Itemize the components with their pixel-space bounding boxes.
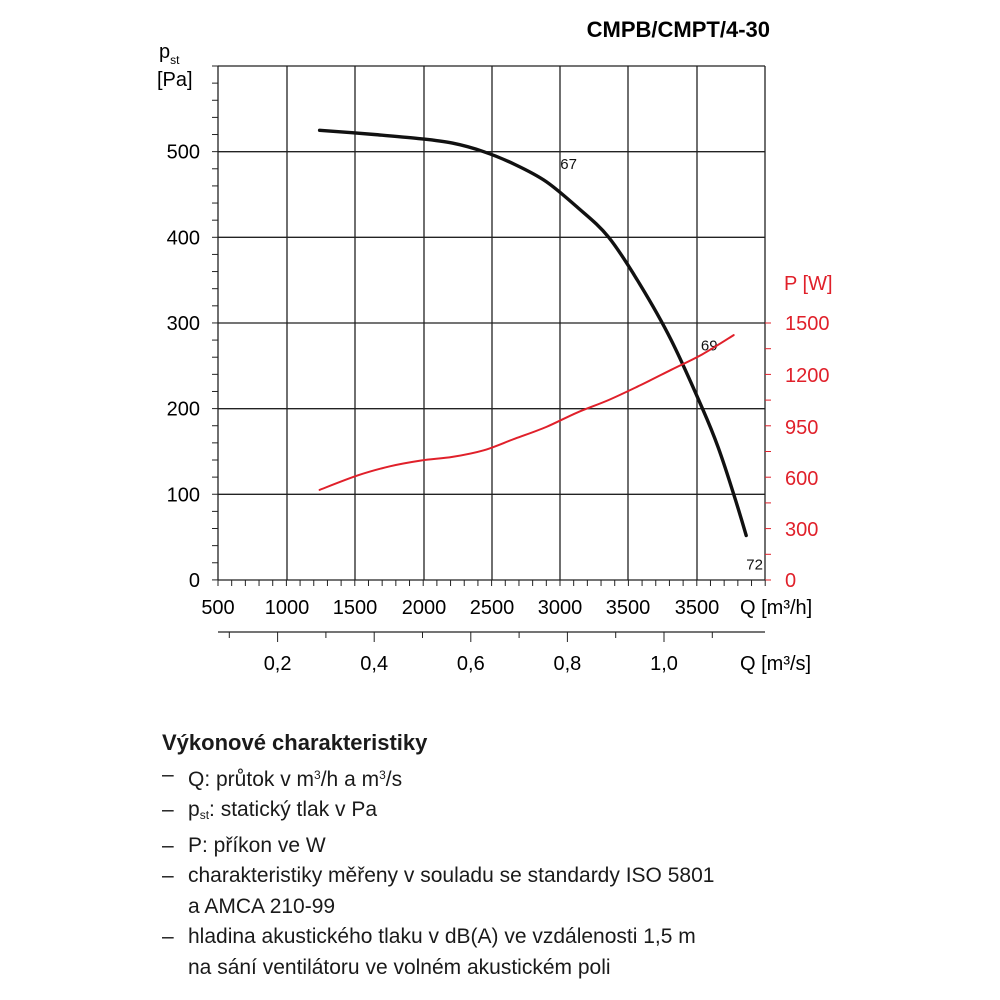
y-left-label-main: p <box>159 41 170 63</box>
series-pst-line <box>317 128 748 538</box>
x-m3s-tick-label: 0,4 <box>360 653 388 675</box>
y-left-tick-label: 100 <box>167 484 200 506</box>
left-axis: 0 100 200 300 400 500 <box>167 142 200 592</box>
x-m3h-tick-label: 1500 <box>333 597 378 619</box>
x-m3h-tick-label: 2500 <box>470 597 515 619</box>
legend-heading: Výkonové charakteristiky <box>162 730 428 755</box>
y-right-tick-label: 1200 <box>785 365 830 387</box>
y-left-tick-label: 400 <box>167 227 200 249</box>
legend-block: Výkonové charakteristiky – Q: průtok v m3… <box>162 728 982 983</box>
legend-text: P: příkon ve W <box>188 833 326 857</box>
x-m3s-tick-label: 0,6 <box>457 653 485 675</box>
legend-item: – charakteristiky měřeny v souladu se sta… <box>162 861 982 922</box>
grid <box>217 65 766 581</box>
curve-noise-label: 69 <box>701 337 718 354</box>
series-layer: 67 69 72 <box>317 128 763 574</box>
legend-item: – hladina akustického tlaku v dB(A) ve vz… <box>162 922 982 983</box>
legend-text: charakteristiky měřeny v souladu se stan… <box>188 864 715 918</box>
x-m3h-label: Q [m³/h] <box>740 597 812 619</box>
x-m3s-label: Q [m³/s] <box>740 653 811 675</box>
y-right-tick-label: 300 <box>785 519 818 541</box>
y-left-tick-label: 500 <box>167 142 200 164</box>
y-right-label: P [W] <box>784 273 833 295</box>
x-m3h-tick-label: 500 <box>201 597 234 619</box>
bottom-axis-m3h: 500 1000 1500 2000 2500 3000 3500 3500 <box>201 597 719 619</box>
y-left-label: pst <box>159 41 180 67</box>
x-m3h-tick-label: 2000 <box>402 597 447 619</box>
legend-item: – Q: průtok v m3/h a m3/s <box>162 760 982 796</box>
right-axis: 0 300 600 950 1200 1500 <box>785 313 830 592</box>
axis-ticks <box>212 65 771 642</box>
legend-list: – Q: průtok v m3/h a m3/s – pst: statický t… <box>162 760 982 984</box>
chart-title: CMPB/CMPT/4-30 <box>587 17 770 42</box>
legend-text: Q: průtok v m3/h a m3/s <box>188 767 403 791</box>
series-P-line <box>318 334 735 491</box>
y-left-unit: [Pa] <box>157 69 193 91</box>
y-right-tick-label: 950 <box>785 417 818 439</box>
fan-performance-chart: CMPB/CMPT/4-30 0 100 200 300 400 500 0 300 600 9… <box>157 17 833 675</box>
legend-item: – P: příkon ve W <box>162 831 982 862</box>
legend-dash: – <box>162 762 174 786</box>
x-m3h-tick-label: 3500 <box>606 597 651 619</box>
y-right-tick-label: 1500 <box>785 313 830 335</box>
x-m3h-tick-label: 1000 <box>265 597 310 619</box>
x-m3s-tick-label: 0,2 <box>264 653 292 675</box>
curve-noise-label: 72 <box>746 557 763 574</box>
y-left-tick-label: 300 <box>167 313 200 335</box>
legend-dash: – <box>162 798 174 821</box>
legend-dash: – <box>162 864 174 887</box>
x-m3h-tick-label: 3500 <box>675 597 720 619</box>
legend-item: – pst: statický tlak v Pa <box>162 795 982 831</box>
x-m3s-tick-label: 1,0 <box>650 653 678 675</box>
curve-noise-label: 67 <box>560 156 577 173</box>
x-m3h-tick-label: 3000 <box>538 597 583 619</box>
legend-text: pst: statický tlak v Pa <box>188 798 378 822</box>
y-left-tick-label: 200 <box>167 399 200 421</box>
bottom-axis-m3s: 0,2 0,4 0,6 0,8 1,0 <box>264 653 678 675</box>
x-m3s-tick-label: 0,8 <box>553 653 581 675</box>
y-left-tick-label: 0 <box>189 570 200 592</box>
legend-dash: – <box>162 833 174 857</box>
legend-dash: – <box>162 925 174 948</box>
y-right-tick-label: 600 <box>785 468 818 490</box>
y-left-label-sub: st <box>170 53 180 67</box>
legend-text: hladina akustického tlaku v dB(A) ve vzd… <box>188 925 696 979</box>
y-right-tick-label: 0 <box>785 570 796 592</box>
